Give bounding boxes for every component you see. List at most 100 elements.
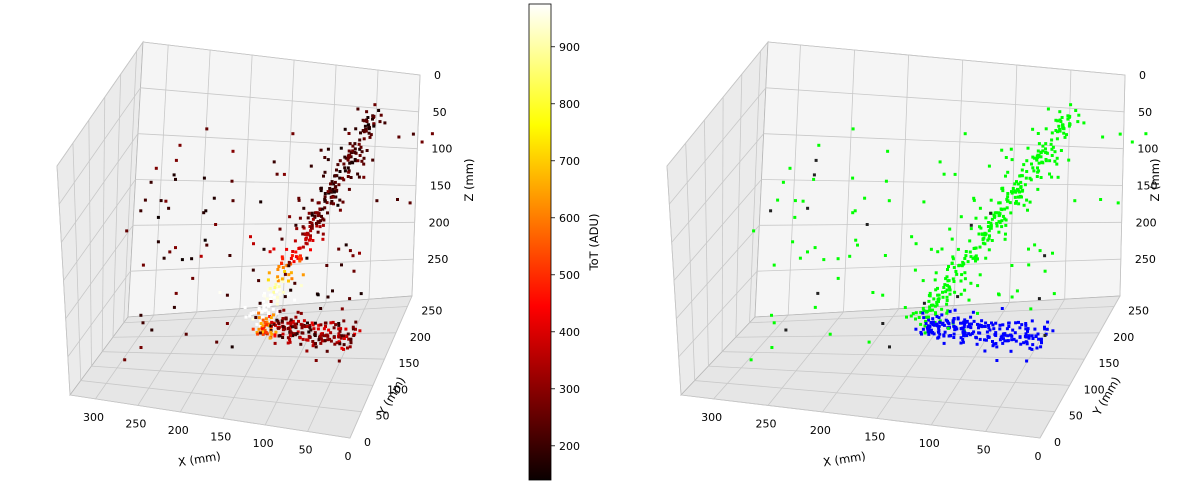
data-point [323, 195, 327, 199]
data-point [793, 199, 797, 203]
data-point [321, 237, 325, 241]
data-point [1073, 199, 1077, 203]
data-point [961, 260, 965, 264]
data-point [1031, 155, 1035, 159]
x-tick-label: 250 [125, 417, 146, 430]
data-point [1061, 123, 1064, 127]
data-point [360, 159, 364, 163]
data-point [997, 201, 1001, 205]
data-point [329, 201, 333, 205]
data-point [1001, 341, 1005, 345]
data-point [963, 132, 967, 136]
data-point [1006, 170, 1010, 174]
data-point [305, 256, 309, 260]
data-point [989, 221, 993, 225]
data-point [959, 292, 963, 296]
data-point [960, 264, 964, 268]
data-point [330, 200, 334, 203]
data-point [943, 283, 947, 287]
pane-back [127, 41, 421, 318]
data-point [1053, 150, 1057, 154]
data-point [952, 280, 956, 283]
data-point [1032, 156, 1036, 160]
data-point [911, 312, 915, 316]
data-point [309, 229, 313, 233]
x-axis-label: X (mm) [822, 449, 867, 470]
data-point [125, 229, 129, 233]
grid-line [759, 221, 1122, 226]
data-point [1039, 155, 1043, 159]
data-point [991, 340, 994, 343]
data-point [332, 326, 336, 330]
data-point [288, 340, 292, 344]
data-point [945, 299, 949, 302]
data-point [1001, 323, 1005, 327]
data-point [978, 337, 982, 341]
data-point [337, 335, 341, 339]
data-point [1000, 148, 1004, 152]
data-point [347, 132, 351, 135]
data-point [345, 335, 349, 338]
data-point [348, 154, 352, 157]
data-point [752, 229, 756, 233]
data-point [1052, 292, 1056, 296]
grid-line [69, 394, 351, 439]
data-point [997, 293, 1001, 297]
data-point [287, 327, 290, 330]
data-point [313, 331, 317, 335]
data-point [770, 346, 774, 349]
data-point [251, 268, 255, 272]
data-point [365, 120, 369, 123]
data-point [178, 143, 182, 147]
data-point [1066, 117, 1070, 121]
data-point [272, 160, 276, 164]
data-point [347, 337, 351, 341]
data-point [959, 215, 963, 219]
grid-line [985, 298, 1066, 432]
data-point [1000, 225, 1004, 229]
data-point [143, 198, 147, 202]
x-axis-label: X (mm) [177, 449, 222, 470]
data-point [310, 211, 314, 215]
data-point [798, 256, 802, 260]
data-point [356, 107, 360, 111]
data-point [1034, 335, 1038, 338]
data-point [354, 327, 357, 331]
data-point [260, 327, 264, 331]
data-point [937, 300, 940, 303]
data-point [936, 324, 939, 328]
data-point [231, 199, 235, 203]
data-point [277, 265, 281, 268]
data-point [952, 317, 956, 320]
data-point [168, 250, 172, 254]
data-point [261, 330, 265, 334]
data-point [1008, 201, 1012, 205]
data-point [191, 276, 195, 280]
data-point [1010, 190, 1013, 194]
data-point [989, 198, 993, 202]
data-point [314, 211, 318, 215]
data-point [883, 254, 887, 257]
z-tick-label: 200 [429, 216, 450, 229]
y-axis-label: Y (mm) [1089, 374, 1123, 418]
colorbar-tick-label: 700 [559, 155, 580, 168]
data-point [333, 195, 337, 199]
data-point [291, 250, 295, 253]
data-point [1018, 335, 1022, 339]
data-point [944, 290, 948, 294]
colorbar-tick-label: 500 [559, 269, 580, 282]
data-point [970, 332, 974, 336]
data-point [308, 326, 312, 330]
data-point [984, 338, 988, 342]
data-point [351, 254, 355, 258]
data-point [348, 249, 352, 253]
data-point [948, 292, 952, 296]
data-point [962, 333, 966, 337]
data-point [1027, 334, 1031, 338]
data-point [342, 337, 346, 340]
data-point [951, 319, 955, 323]
colorbar-tick-label: 400 [559, 326, 580, 339]
data-point [273, 333, 277, 337]
data-point [945, 295, 949, 299]
data-point [366, 123, 370, 127]
